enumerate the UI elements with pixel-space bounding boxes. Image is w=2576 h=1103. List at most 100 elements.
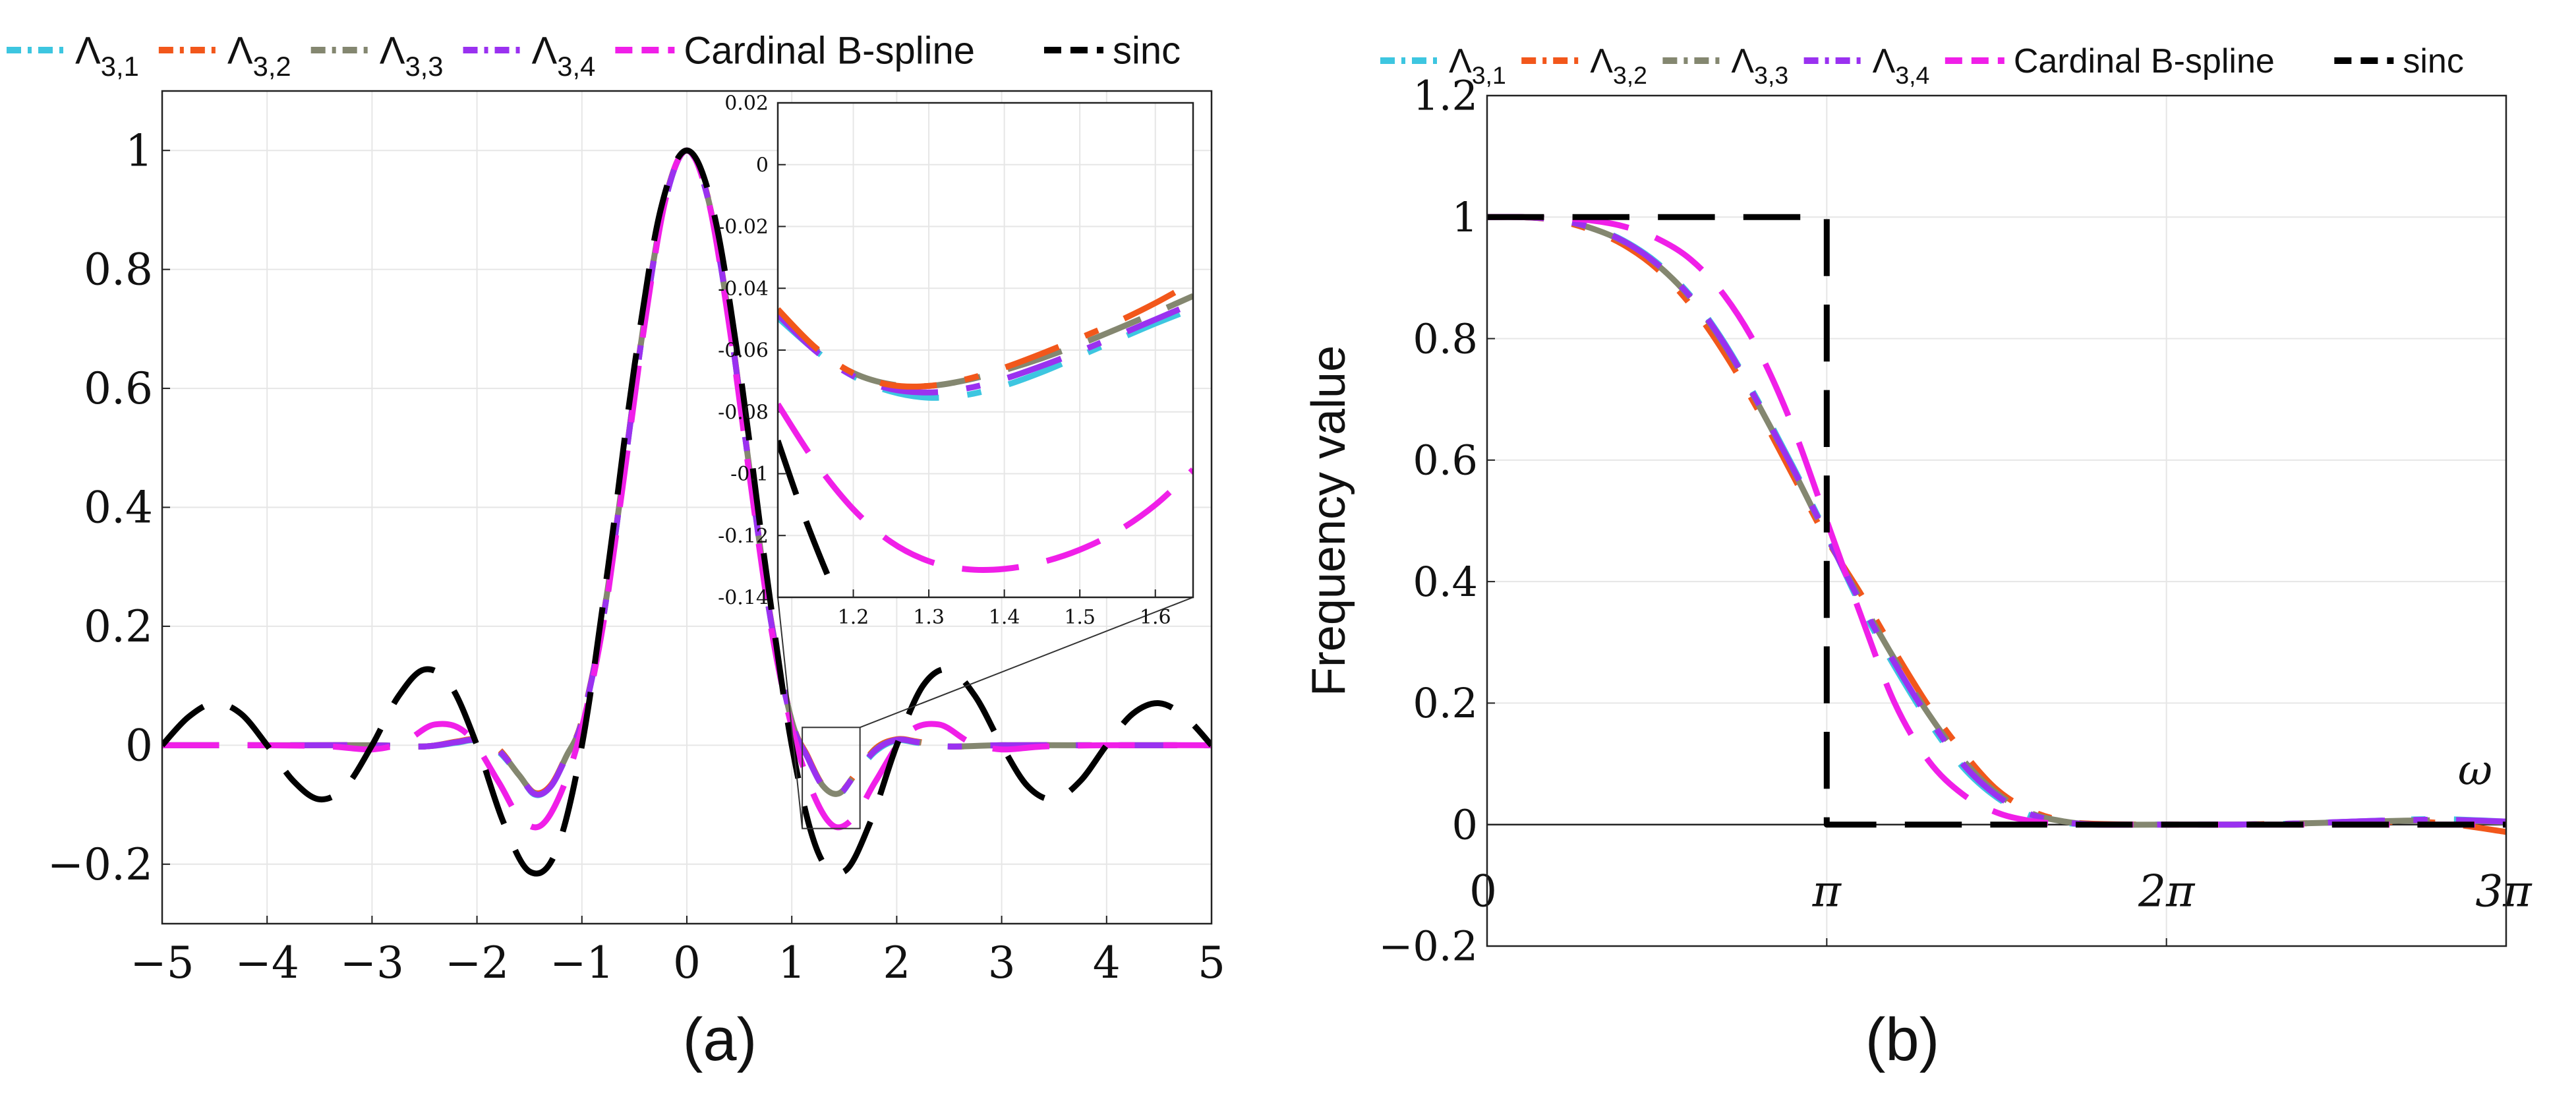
legend-label: Λ3,4 (532, 29, 596, 82)
legend-entry-cardinal-b-spline: Cardinal B-spline (615, 29, 975, 72)
y-tick-label: 1 (1452, 193, 1478, 241)
x-tick-label: 1.6 (1140, 606, 1171, 629)
x-tick-label: −4 (235, 938, 299, 988)
legend-label: Cardinal B-spline (684, 29, 975, 72)
y-tick-label: -0.1 (730, 463, 769, 486)
y-tick-label: 0.4 (1413, 558, 1478, 606)
plot-frame (161, 90, 1213, 925)
series-group (162, 147, 1212, 877)
legend-label: sinc (1113, 29, 1181, 72)
x-tick-label: 3 (988, 938, 1016, 988)
legend-text: Cardinal B-spline (684, 29, 975, 72)
legend-text: Λ (1731, 42, 1754, 80)
x-tick-label: 0 (673, 938, 701, 988)
x-tick-label: −5 (130, 938, 194, 988)
grid-lines (778, 103, 1193, 597)
legend-subscript: 3,3 (1754, 61, 1788, 89)
y-tick-label: 1 (125, 125, 153, 176)
legend-subscript: 3,3 (405, 51, 443, 82)
y-tick-label: -0.02 (718, 216, 769, 239)
series-line-cardinal-b-spline (778, 402, 1193, 574)
y-axis-label: Frequency value (1303, 345, 1355, 696)
legend-label: Λ3,1 (1449, 42, 1506, 89)
x-tick-label: 2 (883, 938, 910, 988)
zoom-connector (777, 597, 804, 829)
legend-label: Λ3,2 (227, 29, 291, 82)
y-tick-label: 0.02 (724, 92, 769, 115)
series-line-sinc (1487, 214, 2506, 828)
y-tick-label: 0.6 (84, 363, 153, 414)
legend-subscript: 3,2 (253, 51, 291, 82)
y-tick-label: 0.4 (84, 483, 153, 533)
legend-text: Cardinal B-spline (2014, 42, 2275, 80)
legend-label: Λ3,3 (1731, 42, 1788, 89)
legend-entry-cardinal-b-spline: Cardinal B-spline (1945, 42, 2275, 80)
legend-entry-3-4: Λ3,4 (463, 29, 596, 82)
legend-text: sinc (2403, 42, 2463, 80)
y-tick-label: -0.06 (718, 340, 769, 363)
x-tick-label: 3π (2475, 866, 2532, 917)
y-tick-label: −0.2 (1378, 922, 1478, 970)
zoom-connector (860, 597, 1194, 729)
legend-entry-3-4: Λ3,4 (1803, 42, 1930, 89)
x-tick-label: −3 (340, 938, 404, 988)
x-tick-label: −1 (550, 938, 614, 988)
series-line-sinc (778, 439, 841, 597)
y-tick-label: 0 (125, 720, 153, 771)
x-tick-label: 1 (778, 938, 805, 988)
plot-frame (1486, 94, 2507, 947)
legend-label: sinc (2403, 42, 2463, 80)
legend-text: Λ (1449, 42, 1472, 80)
zoom-region (802, 727, 861, 829)
y-tick-label: −0.2 (47, 839, 153, 890)
y-tick-label: -0.14 (718, 587, 769, 610)
series-line-3-4 (1487, 214, 2506, 828)
legend-entry-3-1: Λ3,1 (1380, 42, 1506, 89)
legend-entry-3-2: Λ3,2 (1521, 42, 1647, 89)
legend-entry-3-1: Λ3,1 (7, 29, 139, 82)
y-tick-label: 0 (756, 154, 769, 177)
legend-text: Λ (532, 29, 558, 72)
legend-subscript: 3,4 (557, 51, 595, 82)
legend-subscript: 3,4 (1895, 61, 1929, 89)
y-tick-label: -0.04 (718, 278, 769, 301)
x-tick-label: 1.5 (1064, 606, 1096, 629)
series-line-3-1 (778, 306, 1193, 401)
legend-subscript: 3,2 (1613, 61, 1647, 89)
x-tick-label: 1.3 (913, 606, 945, 629)
legend-entry-3-2: Λ3,2 (158, 29, 291, 82)
y-tick-label: 1.2 (1413, 72, 1478, 120)
x-tick-label: 0 (1469, 866, 1497, 917)
caption-a: (a) (683, 1006, 757, 1073)
legend-text: Λ (75, 29, 101, 72)
legend-entry-3-3: Λ3,3 (1662, 42, 1788, 89)
chart-b: −0.2 0 0.2 0.4 0.6 0.8 1 1.2 0 π 2π 3π ω Frequency va… (1303, 42, 2532, 1073)
y-tick-label: -0.08 (718, 401, 769, 424)
y-tick-label: 0.6 (1413, 436, 1478, 485)
inset-frame (776, 102, 1194, 599)
x-tick-label: 1.4 (989, 606, 1020, 629)
series-group (1487, 214, 2506, 835)
x-tick-label: 2π (2138, 866, 2196, 917)
y-tick-label: 0.8 (1413, 314, 1478, 363)
legend-text: Λ (1873, 42, 1896, 80)
x-tick-label: 5 (1198, 938, 1225, 988)
y-tick-label: 0.8 (84, 245, 153, 295)
legend-label: Λ3,2 (1590, 42, 1647, 89)
legend-subscript: 3,1 (101, 51, 139, 82)
y-tick-label: 0.2 (1413, 679, 1478, 727)
legend-entry-sinc: sinc (1043, 29, 1181, 72)
legend-label: Cardinal B-spline (2014, 42, 2275, 80)
legend-label: Λ3,4 (1873, 42, 1930, 89)
legend-text: Λ (227, 29, 253, 72)
plot-area (1487, 96, 2506, 946)
legend-label: Λ3,1 (75, 29, 139, 82)
legend-text: Λ (1590, 42, 1613, 80)
x-tick-label: 1.2 (838, 606, 869, 629)
series-group-inset (778, 279, 1193, 597)
legend-text: sinc (1113, 29, 1181, 72)
legend-subscript: 3,1 (1472, 61, 1506, 89)
